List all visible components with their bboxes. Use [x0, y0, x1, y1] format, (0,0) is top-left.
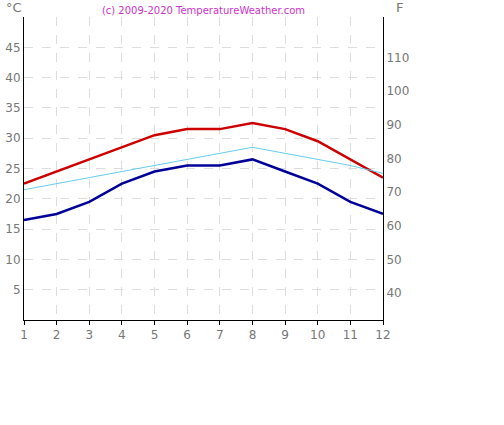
svg-text:11: 11 [343, 328, 358, 342]
svg-text:30: 30 [5, 131, 20, 145]
svg-text:4: 4 [118, 328, 126, 342]
svg-text:10: 10 [5, 253, 20, 267]
svg-text:2: 2 [53, 328, 61, 342]
svg-text:40: 40 [386, 286, 401, 300]
svg-text:60: 60 [386, 219, 401, 233]
svg-text:50: 50 [386, 253, 401, 267]
svg-text:35: 35 [5, 101, 20, 115]
svg-text:5: 5 [151, 328, 159, 342]
svg-text:100: 100 [386, 84, 409, 98]
svg-text:70: 70 [386, 185, 401, 199]
svg-text:10: 10 [310, 328, 325, 342]
svg-text:45: 45 [5, 41, 20, 55]
svg-text:°C: °C [6, 0, 22, 15]
svg-text:5: 5 [13, 283, 21, 297]
svg-text:8: 8 [249, 328, 257, 342]
svg-text:25: 25 [5, 162, 20, 176]
svg-text:(c) 2009-2020 TemperatureWeath: (c) 2009-2020 TemperatureWeather.com [102, 5, 305, 16]
svg-text:1: 1 [20, 328, 28, 342]
svg-text:9: 9 [281, 328, 289, 342]
svg-text:3: 3 [85, 328, 93, 342]
svg-text:80: 80 [386, 152, 401, 166]
svg-text:15: 15 [5, 222, 20, 236]
svg-text:40: 40 [5, 71, 20, 85]
svg-text:F: F [396, 0, 403, 15]
svg-text:6: 6 [183, 328, 191, 342]
svg-text:7: 7 [216, 328, 224, 342]
svg-text:20: 20 [5, 192, 20, 206]
svg-text:110: 110 [386, 51, 409, 65]
svg-text:90: 90 [386, 118, 401, 132]
svg-text:12: 12 [375, 328, 390, 342]
